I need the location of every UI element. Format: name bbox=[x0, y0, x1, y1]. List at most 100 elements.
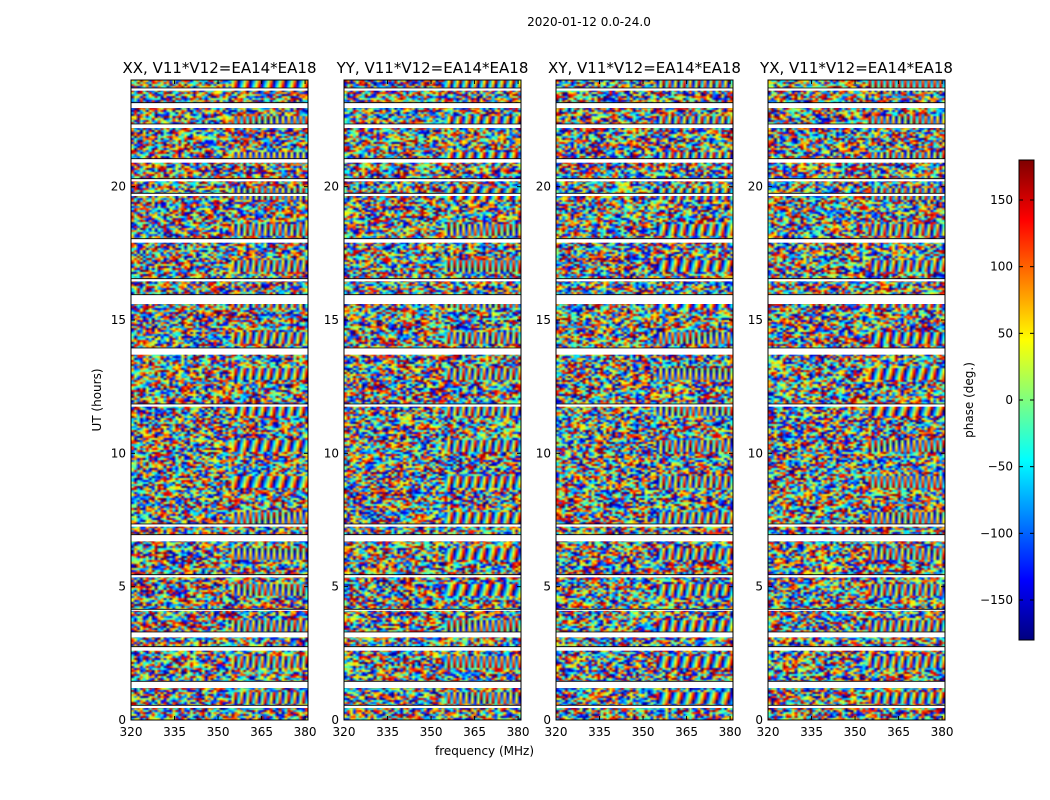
y-tick-label: 15 bbox=[111, 313, 126, 327]
x-tick-label: 380 bbox=[294, 725, 317, 739]
flagged-gap bbox=[131, 178, 308, 182]
y-tick-label: 20 bbox=[536, 180, 551, 194]
flagged-gap bbox=[344, 632, 521, 638]
flagged-gap bbox=[768, 632, 945, 638]
flagged-gap bbox=[768, 705, 945, 708]
x-axis-label: frequency (MHz) bbox=[435, 744, 534, 758]
flagged-gap bbox=[131, 574, 308, 578]
flagged-gap bbox=[131, 124, 308, 128]
x-tick-label: 320 bbox=[545, 725, 568, 739]
flagged-gap bbox=[344, 294, 521, 304]
colorbar-tick-label: 100 bbox=[990, 260, 1013, 274]
flagged-gap bbox=[131, 524, 308, 527]
y-tick-label: 5 bbox=[118, 580, 126, 594]
x-tick-label: 335 bbox=[588, 725, 611, 739]
flagged-gap bbox=[768, 193, 945, 196]
y-tick-label: 10 bbox=[324, 446, 339, 460]
flagged-gap bbox=[131, 609, 308, 611]
y-tick-label: 5 bbox=[543, 580, 551, 594]
flagged-gap bbox=[344, 404, 521, 407]
flagged-gap bbox=[556, 646, 733, 651]
flagged-gap bbox=[768, 178, 945, 182]
x-tick-label: 335 bbox=[376, 725, 399, 739]
flagged-gap bbox=[344, 609, 521, 611]
flagged-gap bbox=[131, 348, 308, 355]
x-tick-label: 320 bbox=[333, 725, 356, 739]
phase-raster bbox=[556, 80, 733, 720]
flagged-gap bbox=[768, 681, 945, 688]
y-tick-label: 10 bbox=[536, 446, 551, 460]
x-tick-label: 380 bbox=[719, 725, 742, 739]
axes-frame bbox=[767, 79, 946, 721]
y-tick-label: 10 bbox=[111, 446, 126, 460]
flagged-gap bbox=[556, 294, 733, 304]
flagged-gap bbox=[768, 646, 945, 651]
flagged-gap bbox=[768, 348, 945, 355]
flagged-gap bbox=[344, 646, 521, 651]
panel-xx: XX, V11*V12=EA14*EA18 320 335 350 365 380 0 5 10… bbox=[90, 59, 317, 739]
x-tick-label: 365 bbox=[675, 725, 698, 739]
y-tick-label: 5 bbox=[331, 580, 339, 594]
panel-xy: XY, V11*V12=EA14*EA18 320 335 350 365 380 0 5 10… bbox=[536, 59, 742, 739]
x-tick-label: 350 bbox=[844, 725, 867, 739]
flagged-gap bbox=[556, 102, 733, 108]
y-tick-label: 10 bbox=[748, 446, 763, 460]
panel-title: XY, V11*V12=EA14*EA18 bbox=[548, 59, 741, 77]
flagged-gap bbox=[131, 238, 308, 243]
x-tick-label: 320 bbox=[757, 725, 780, 739]
flagged-gap bbox=[344, 574, 521, 578]
y-axis-label: UT (hours) bbox=[90, 368, 104, 431]
axes-frame bbox=[130, 79, 309, 721]
flagged-gap bbox=[344, 124, 521, 128]
flagged-gap bbox=[556, 534, 733, 542]
flagged-gap bbox=[131, 632, 308, 638]
flagged-gap bbox=[768, 278, 945, 282]
flagged-gap bbox=[344, 534, 521, 542]
x-tick-label: 350 bbox=[420, 725, 443, 739]
flagged-gap bbox=[556, 178, 733, 182]
flagged-gap bbox=[556, 524, 733, 527]
colorbar-tick-label: −100 bbox=[980, 526, 1013, 540]
colorbar-tick-label: 150 bbox=[990, 193, 1013, 207]
flagged-gap bbox=[556, 404, 733, 407]
phase-raster bbox=[131, 80, 308, 720]
phase-raster bbox=[768, 80, 945, 720]
flagged-gap bbox=[556, 632, 733, 638]
y-tick-label: 20 bbox=[748, 180, 763, 194]
flagged-gap bbox=[344, 238, 521, 243]
axes-frame bbox=[343, 79, 522, 721]
colorbar-tick-label: −50 bbox=[988, 460, 1013, 474]
y-tick-label: 15 bbox=[536, 313, 551, 327]
phase-raster bbox=[344, 80, 521, 720]
flagged-gap bbox=[344, 681, 521, 688]
x-tick-label: 350 bbox=[207, 725, 230, 739]
flagged-gap bbox=[131, 88, 308, 91]
panel-title: YY, V11*V12=EA14*EA18 bbox=[336, 59, 529, 77]
flagged-gap bbox=[768, 124, 945, 128]
colorbar-label: phase (deg.) bbox=[962, 362, 976, 438]
flagged-gap bbox=[556, 193, 733, 196]
axes-frame bbox=[555, 79, 734, 721]
flagged-gap bbox=[131, 404, 308, 407]
flagged-gap bbox=[768, 88, 945, 91]
flagged-gap bbox=[344, 102, 521, 108]
flagged-gap bbox=[344, 158, 521, 163]
flagged-gap bbox=[344, 193, 521, 196]
panel-yy: YY, V11*V12=EA14*EA18 320 335 350 365 380 0 5 10… bbox=[324, 59, 534, 758]
colorbar-tick-label: 0 bbox=[1005, 393, 1013, 407]
flagged-gap bbox=[768, 609, 945, 611]
flagged-gap bbox=[768, 404, 945, 407]
panel-title: XX, V11*V12=EA14*EA18 bbox=[122, 59, 316, 77]
flagged-gap bbox=[556, 574, 733, 578]
flagged-gap bbox=[556, 238, 733, 243]
flagged-gap bbox=[344, 88, 521, 91]
x-tick-label: 320 bbox=[120, 725, 143, 739]
flagged-gap bbox=[131, 705, 308, 708]
y-tick-label: 0 bbox=[118, 713, 126, 727]
x-tick-label: 350 bbox=[632, 725, 655, 739]
figure-suptitle: 2020-01-12 0.0-24.0 bbox=[527, 15, 651, 29]
flagged-gap bbox=[768, 102, 945, 108]
flagged-gap bbox=[131, 646, 308, 651]
flagged-gap bbox=[556, 348, 733, 355]
x-tick-label: 335 bbox=[800, 725, 823, 739]
